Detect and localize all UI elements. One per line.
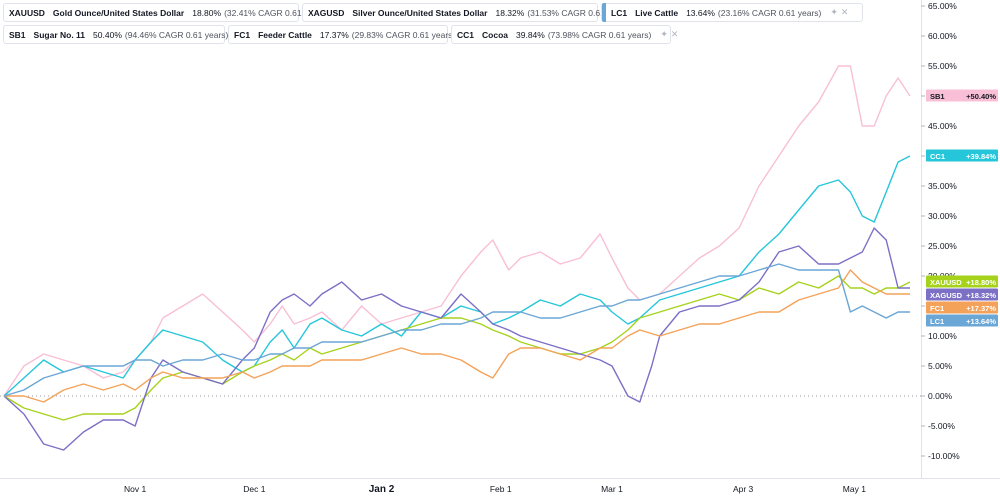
last-value-label-cc1: CC1 +39.84% <box>926 149 998 162</box>
y-tick-label: -5.00% <box>928 421 955 431</box>
last-value-change: +18.80% <box>966 278 996 287</box>
series-line-xagusd[interactable] <box>3 227 910 451</box>
last-value-symbol: SB1 <box>930 92 945 101</box>
last-value-symbol: FC1 <box>930 304 944 313</box>
series-line-lc1[interactable] <box>3 263 910 397</box>
last-value-label-xauusd: XAUUSD +18.80% <box>926 275 998 288</box>
legend-change: 17.37% <box>319 29 349 40</box>
legend-symbol: XAGUSD <box>308 7 345 18</box>
legend-description: Gold Ounce/United States Dollar <box>52 7 185 18</box>
y-tick-label: 55.00% <box>928 61 957 71</box>
y-axis-ticks: -10.00%-5.00%0.00%5.00%10.00%15.00%20.00… <box>921 1 960 461</box>
legend-item-lc1[interactable]: LC1 Live Cattle 13.64% (23.16% CAGR 0.61 ye… <box>601 3 863 22</box>
legend-cagr: (31.53% CAGR 0.61 years) <box>527 7 631 18</box>
last-value-label-sb1: SB1 +50.40% <box>926 89 998 102</box>
y-tick-label: 65.00% <box>928 1 957 11</box>
legend-cagr: (29.83% CAGR 0.61 years) <box>351 29 456 40</box>
legend-change: 18.32% <box>495 7 525 18</box>
x-tick-label: Apr 3 <box>733 484 754 494</box>
x-axis-ticks: Nov 1 Dec 1 Jan 2 Feb 1 Mar 1 Apr 3 May 1 <box>124 484 866 495</box>
legend-row: XAUUSD Gold Ounce/United States Dollar 18.… <box>3 3 863 22</box>
last-value-label-fc1: FC1 +17.37% <box>926 301 998 314</box>
legend-symbol: CC1 <box>457 29 475 40</box>
y-tick-label: 45.00% <box>928 121 957 131</box>
legend-item-cc1[interactable]: CC1 Cocoa 39.84% (73.98% CAGR 0.61 years) ✦ ✕ <box>451 25 678 44</box>
legend-cagr: (32.41% CAGR 0.61 years) <box>224 7 328 18</box>
x-tick-label: Dec 1 <box>243 484 265 494</box>
last-value-change: +18.32% <box>966 291 996 300</box>
eye-slash-icon[interactable]: ✦ <box>830 7 838 17</box>
series-line-sb1[interactable] <box>3 65 911 397</box>
legend-change: 13.64% <box>686 7 715 18</box>
last-value-label-lc1: LC1 +13.64% <box>926 314 998 327</box>
legend-description: Silver Ounce/United States Dollar <box>352 7 488 18</box>
legend-swatch <box>602 3 606 22</box>
legend-change: 18.80% <box>192 7 222 18</box>
x-tick-label: May 1 <box>843 484 866 494</box>
legend-cagr: (73.98% CAGR 0.61 years) <box>547 29 652 40</box>
last-value-symbol: LC1 <box>930 317 944 326</box>
series-line-xauusd[interactable] <box>3 275 911 421</box>
y-tick-label: 30.00% <box>928 211 957 221</box>
legend-change: 39.84% <box>516 29 545 40</box>
y-tick-label: 5.00% <box>928 361 953 371</box>
legend-cagr: (94.46% CAGR 0.61 years) <box>124 29 229 40</box>
last-value-label-xagusd: XAGUSD +18.32% <box>926 288 998 301</box>
series-line-fc1[interactable] <box>4 269 910 403</box>
last-value-labels: SB1 +50.40%CC1 +39.84%XAUUSD +18.80%XAGUSD +… <box>926 89 998 327</box>
last-value-symbol: XAUUSD <box>930 278 962 287</box>
x-tick-label: Jan 2 <box>369 484 395 495</box>
last-value-change: +50.40% <box>966 92 996 101</box>
series-line-cc1[interactable] <box>3 155 911 397</box>
legend-item-fc1[interactable]: FC1 Feeder Cattle 17.37% (29.83% CAGR 0.61 … <box>228 25 482 44</box>
legend-row: SB1 Sugar No. 11 50.40% (94.46% CAGR 0.61 y… <box>3 25 863 44</box>
y-tick-label: 60.00% <box>928 31 957 41</box>
x-tick-label: Feb 1 <box>490 484 512 494</box>
legend-description: Live Cattle <box>635 7 679 18</box>
x-tick-label: Mar 1 <box>601 484 623 494</box>
legend-cagr: (23.16% CAGR 0.61 years) <box>717 7 822 18</box>
last-value-symbol: CC1 <box>930 152 945 161</box>
close-icon[interactable]: ✕ <box>840 7 849 17</box>
y-tick-label: 25.00% <box>928 241 957 251</box>
y-tick-label: -10.00% <box>928 451 960 461</box>
legend-symbol: SB1 <box>9 29 26 40</box>
y-tick-label: 0.00% <box>928 391 953 401</box>
legend-symbol: FC1 <box>234 29 251 40</box>
legend-item-sb1[interactable]: SB1 Sugar No. 11 50.40% (94.46% CAGR 0.61 y… <box>3 25 255 44</box>
legend-description: Feeder Cattle <box>258 29 312 40</box>
legend-description: Cocoa <box>482 29 508 40</box>
series-lines <box>3 65 911 451</box>
last-value-change: +13.64% <box>966 317 996 326</box>
legend-change: 50.40% <box>93 29 122 40</box>
y-tick-label: 35.00% <box>928 181 957 191</box>
close-icon[interactable]: ✕ <box>670 29 679 39</box>
eye-slash-icon[interactable]: ✦ <box>660 29 668 39</box>
legend-description: Sugar No. 11 <box>33 29 86 40</box>
legend-item-xauusd[interactable]: XAUUSD Gold Ounce/United States Dollar 18.… <box>3 3 355 22</box>
y-tick-label: 10.00% <box>928 331 957 341</box>
x-tick-label: Nov 1 <box>124 484 146 494</box>
last-value-change: +17.37% <box>966 304 996 313</box>
legend-symbol: XAUUSD <box>9 7 45 18</box>
legend-item-xagusd[interactable]: XAGUSD Silver Ounce/United States Dollar 1… <box>302 3 658 22</box>
legend-symbol: LC1 <box>611 7 628 18</box>
last-value-symbol: XAGUSD <box>930 291 963 300</box>
legend: XAUUSD Gold Ounce/United States Dollar 18.… <box>3 3 863 47</box>
last-value-change: +39.84% <box>966 152 996 161</box>
